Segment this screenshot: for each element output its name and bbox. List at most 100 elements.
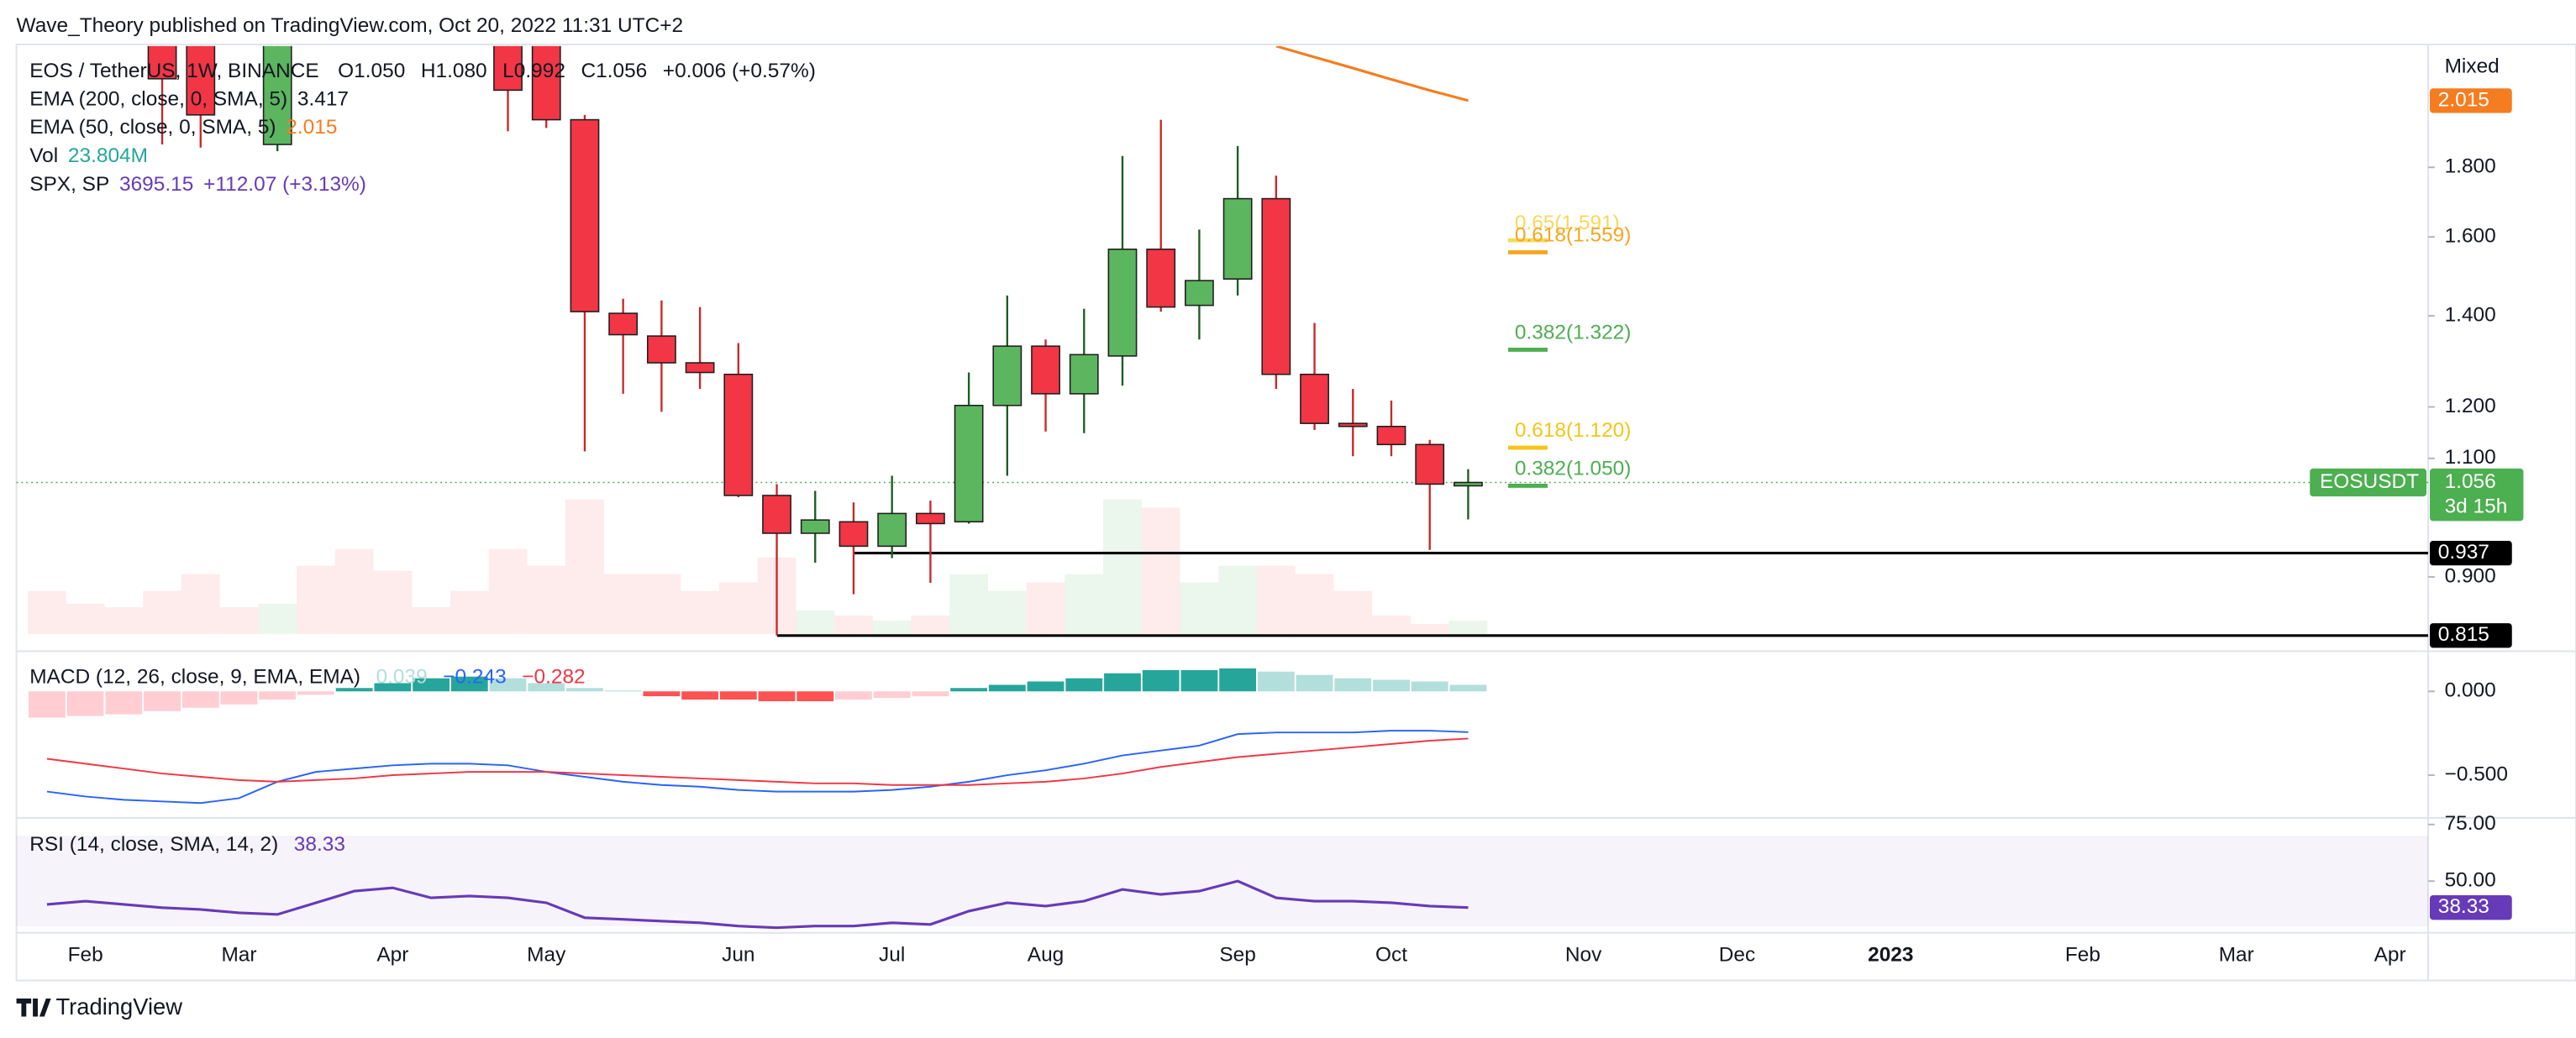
volume-bar: [834, 615, 873, 634]
volume-bar: [1103, 499, 1142, 634]
footer-logo: [16, 998, 51, 1017]
candle-body: [762, 495, 791, 534]
macd-hist-value: 0.039: [376, 666, 428, 689]
indicator-value: 3.417: [297, 88, 349, 111]
y-tick-label: 75.00: [2445, 812, 2496, 835]
macd-histogram-bar: [1065, 678, 1103, 692]
volume-bar: [373, 570, 413, 634]
y-tick-label: 1.600: [2445, 225, 2496, 248]
macd-histogram-bar: [758, 691, 796, 702]
volume-bar: [181, 574, 220, 634]
y-tick-label: 1.800: [2445, 155, 2496, 178]
rsi-title: RSI (14, close, SMA, 14, 2): [29, 834, 278, 857]
ema-line: [1275, 45, 1469, 102]
price-tag: 1.056: [2445, 470, 2496, 493]
macd-histogram-bar: [413, 678, 449, 692]
signal-value: −0.282: [522, 666, 585, 689]
volume-bar: [297, 565, 335, 634]
candle-body: [608, 312, 639, 336]
x-tick-label: Dec: [1719, 944, 1755, 967]
candle-body: [493, 45, 523, 92]
macd-histogram-bar: [835, 691, 872, 700]
x-tick-label: Sep: [1219, 944, 1255, 967]
macd-histogram-bar: [1257, 671, 1295, 692]
candle-body: [1300, 373, 1329, 424]
ohlc-close: C1.056: [581, 60, 647, 83]
macd-histogram-bar: [489, 678, 527, 692]
publish-header: Wave_Theory published on TradingView.com…: [17, 14, 684, 37]
volume-bar: [488, 548, 528, 634]
y-tick-label: 1.400: [2445, 304, 2496, 327]
rsi-legend: RSI (14, close, SMA, 14, 2) 38.33: [29, 834, 345, 857]
macd-value: −0.243: [443, 666, 506, 689]
macd-histogram-bar: [1373, 679, 1410, 692]
candle-body: [915, 512, 945, 525]
volume-bar: [872, 620, 912, 634]
candle-body: [1069, 354, 1099, 395]
rsi-line: [46, 879, 1469, 930]
macd-histogram-bar: [681, 691, 718, 700]
macd-histogram-bar: [1104, 673, 1141, 692]
ohlc-high: H1.080: [421, 60, 487, 83]
macd-histogram-bar: [450, 676, 488, 692]
macd-histogram-bar: [1027, 681, 1065, 692]
price-tag: 0.937: [2438, 541, 2489, 564]
macd-histogram-bar: [66, 691, 104, 716]
macd-histogram-bar: [1142, 669, 1180, 692]
price-tag: 2.015: [2438, 88, 2489, 111]
y-tick-label: 1.200: [2445, 395, 2496, 417]
macd-histogram-bar: [297, 691, 334, 695]
volume-bar: [104, 606, 144, 634]
x-tick-label: Feb: [2065, 944, 2100, 967]
volume-bar: [1180, 582, 1219, 634]
legend: EOS / TetherUS, 1W, BINANCE O1.050 H1.08…: [29, 55, 2500, 857]
rsi-plot: [16, 836, 2429, 930]
x-tick-label: Jul: [879, 944, 905, 967]
indicator-value: 2.015: [286, 117, 337, 139]
axes: 1.800 1.600 1.400 1.200 1.100 0.900 0.65(1.591…: [68, 88, 2524, 967]
candle-body: [1261, 197, 1291, 375]
volume-bar: [911, 615, 950, 634]
volume-bar: [143, 590, 181, 634]
candle-body: [186, 45, 216, 116]
volume-bar: [681, 590, 719, 634]
volume-bar: [718, 582, 758, 634]
volume-bar: [1141, 507, 1180, 634]
x-tick-label: Apr: [376, 944, 408, 967]
macd-line: [46, 730, 1469, 805]
symbol: EOS / TetherUS, 1W, BINANCE: [29, 60, 319, 83]
price-tag: 0.815: [2438, 623, 2489, 646]
macd-histogram-bar: [259, 691, 297, 700]
symbol-tag-text: EOSUSDT: [2320, 470, 2419, 493]
ohlc-change: +0.006 (+0.57%): [663, 60, 816, 83]
price-tag-box: [2429, 623, 2512, 648]
candle-body: [954, 404, 984, 523]
x-tick-label: Apr: [2374, 944, 2406, 967]
volume-bar: [603, 574, 643, 634]
rsi-band: [16, 836, 2429, 927]
y-tick-label: 1.100: [2445, 446, 2496, 469]
x-tick-label: 2023: [1868, 944, 1913, 967]
volume-bar: [412, 606, 450, 634]
volume-bar: [219, 606, 259, 634]
candle-body: [1185, 280, 1214, 307]
candle-body: [262, 45, 292, 145]
x-tick-label: Mar: [221, 944, 256, 967]
macd-histogram-bar: [528, 683, 565, 692]
volume-bar: [1410, 623, 1449, 634]
indicator-value: 23.804M: [68, 144, 148, 167]
volume-bar: [1065, 574, 1104, 634]
countdown: 3d 15h: [2445, 495, 2508, 517]
volume-bar: [796, 610, 835, 634]
volume-bar: [1372, 615, 1411, 634]
price-tag-box: [2429, 540, 2512, 566]
candle-body: [646, 335, 676, 364]
macd-legend: MACD (12, 26, close, 9, EMA, EMA) 0.039 …: [29, 666, 585, 689]
indicator-legend: Vol 23.804M: [29, 144, 148, 167]
x-tick-label: Feb: [68, 944, 103, 967]
scale-mode[interactable]: Mixed: [2445, 55, 2500, 78]
x-tick-label: Nov: [1565, 944, 1602, 967]
ohlc-low: L0.992: [502, 60, 565, 83]
macd-plot: [29, 668, 1487, 805]
macd-histogram-bar: [873, 691, 911, 699]
